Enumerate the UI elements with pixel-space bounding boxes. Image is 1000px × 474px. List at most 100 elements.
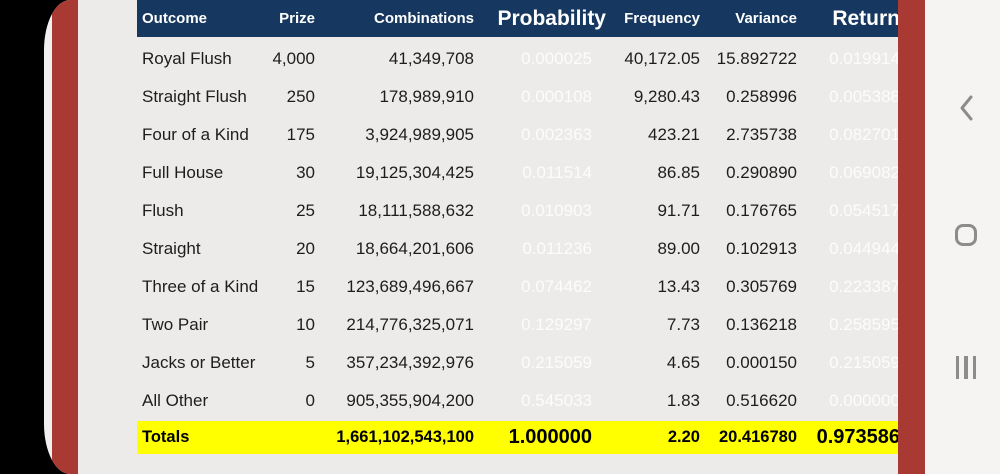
cell-variance: 0.305769	[726, 277, 797, 296]
recents-button[interactable]	[952, 353, 980, 381]
cell-probability: 0.000108	[521, 87, 592, 106]
home-circle-icon	[955, 224, 977, 246]
cell-outcome: Straight	[142, 239, 201, 258]
cell-frequency: 40,172.05	[624, 49, 700, 68]
back-button[interactable]	[952, 94, 980, 122]
cell-combinations: 19,125,304,425	[355, 163, 474, 182]
cell-return: 0.054517	[829, 201, 900, 220]
cell-variance: 2.735738	[726, 125, 797, 144]
cell-prize: 5	[305, 353, 315, 372]
table-row: Four of a Kind 175 3,924,989,905 0.00236…	[137, 116, 909, 154]
table-header-row: Outcome Prize Combinations Probability F…	[137, 0, 909, 37]
cell-variance: 15.892722	[716, 49, 797, 68]
cell-frequency: 423.21	[648, 125, 700, 144]
totals-frequency: 2.20	[667, 428, 700, 446]
cell-variance: 0.290890	[726, 163, 797, 182]
cell-return: 0.019914	[829, 49, 900, 68]
page-left-red-border	[52, 0, 78, 474]
cell-probability: 0.129297	[521, 315, 592, 334]
cell-prize: 15	[296, 277, 315, 296]
cell-prize: 250	[286, 87, 315, 106]
cell-outcome: Two Pair	[142, 315, 209, 334]
table-row: Royal Flush 4,000 41,349,708 0.000025 40…	[137, 40, 909, 78]
cell-frequency: 9,280.43	[633, 87, 700, 106]
cell-prize: 20	[296, 239, 315, 258]
cell-return: 0.069082	[829, 163, 900, 182]
totals-row: Totals 1,661,102,543,100 1.000000 2.20 2…	[137, 421, 909, 454]
cell-outcome: Jacks or Better	[142, 353, 256, 372]
column-header-combinations: Combinations	[374, 10, 474, 27]
column-header-probability: Probability	[497, 6, 606, 30]
cell-return: 0.223387	[829, 277, 900, 296]
cell-variance: 0.136218	[726, 315, 797, 334]
cell-frequency: 89.00	[657, 239, 700, 258]
cell-probability: 0.215059	[521, 353, 592, 372]
cell-probability: 0.000025	[521, 49, 592, 68]
page-right-red-border	[898, 0, 925, 474]
table-row: Straight Flush 250 178,989,910 0.000108 …	[137, 78, 909, 116]
home-button[interactable]	[952, 221, 980, 249]
cell-combinations: 3,924,989,905	[365, 125, 474, 144]
table-row: Two Pair 10 214,776,325,071 0.129297 7.7…	[137, 306, 909, 344]
cell-outcome: Full House	[142, 163, 224, 182]
table-row: Jacks or Better 5 357,234,392,976 0.2150…	[137, 344, 909, 382]
cell-return: 0.258595	[829, 315, 900, 334]
payout-table: Outcome Prize Combinations Probability F…	[137, 0, 909, 454]
cell-combinations: 18,111,588,632	[358, 201, 474, 220]
cell-return: 0.215059	[829, 353, 900, 372]
column-header-variance: Variance	[735, 10, 797, 27]
cell-outcome: Straight Flush	[142, 87, 247, 106]
column-header-return: Return	[832, 6, 900, 30]
cell-probability: 0.545033	[521, 391, 592, 410]
cell-frequency: 13.43	[657, 277, 700, 296]
table-row: Full House 30 19,125,304,425 0.011514 86…	[137, 154, 909, 192]
table-row: Flush 25 18,111,588,632 0.010903 91.71 0…	[137, 192, 909, 230]
cell-combinations: 905,355,904,200	[346, 391, 474, 410]
cell-return: 0.082701	[829, 125, 900, 144]
app-screen: Outcome Prize Combinations Probability F…	[44, 0, 1000, 474]
cell-frequency: 86.85	[657, 163, 700, 182]
cell-probability: 0.010903	[521, 201, 592, 220]
cell-probability: 0.011514	[522, 163, 592, 182]
page-content: Outcome Prize Combinations Probability F…	[78, 0, 909, 474]
cell-prize: 25	[296, 201, 315, 220]
cell-frequency: 91.71	[657, 201, 700, 220]
column-header-outcome: Outcome	[142, 10, 208, 27]
recents-bars-icon	[953, 355, 979, 379]
cell-combinations: 123,689,496,667	[346, 277, 474, 296]
cell-combinations: 357,234,392,976	[346, 353, 474, 372]
cell-variance: 0.176765	[726, 201, 797, 220]
cell-frequency: 4.65	[666, 353, 700, 372]
totals-return: 0.973586	[816, 426, 900, 448]
cell-prize: 4,000	[272, 49, 315, 68]
totals-variance: 20.416780	[719, 428, 797, 446]
cell-probability: 0.074462	[521, 277, 592, 296]
cell-frequency: 1.83	[666, 391, 700, 410]
cell-combinations: 178,989,910	[379, 87, 474, 106]
cell-return: 0.005388	[829, 87, 900, 106]
table-row: All Other 0 905,355,904,200 0.545033 1.8…	[137, 382, 909, 420]
back-chevron-icon	[960, 95, 973, 121]
android-navbar	[925, 0, 1000, 474]
cell-outcome: Royal Flush	[142, 49, 232, 68]
cell-combinations: 41,349,708	[388, 49, 474, 68]
cell-outcome: Four of a Kind	[142, 125, 249, 144]
cell-prize: 30	[296, 163, 315, 182]
table-row: Three of a Kind 15 123,689,496,667 0.074…	[137, 268, 909, 306]
cell-probability: 0.011236	[522, 239, 592, 258]
totals-combinations: 1,661,102,543,100	[336, 428, 474, 446]
cell-probability: 0.002363	[521, 125, 592, 144]
cell-variance: 0.516620	[726, 391, 797, 410]
totals-probability: 1.000000	[508, 426, 592, 448]
column-header-frequency: Frequency	[624, 10, 700, 27]
cell-return: 0.000000	[829, 391, 900, 410]
cell-prize: 10	[296, 315, 315, 334]
cell-outcome: All Other	[142, 391, 209, 410]
cell-variance: 0.258996	[726, 87, 797, 106]
cell-outcome: Flush	[142, 201, 184, 220]
cell-prize: 0	[305, 391, 315, 410]
cell-variance: 0.102913	[726, 239, 797, 258]
cell-prize: 175	[286, 125, 315, 144]
cell-combinations: 18,664,201,606	[355, 239, 474, 258]
table-body: Royal Flush 4,000 41,349,708 0.000025 40…	[137, 40, 909, 420]
